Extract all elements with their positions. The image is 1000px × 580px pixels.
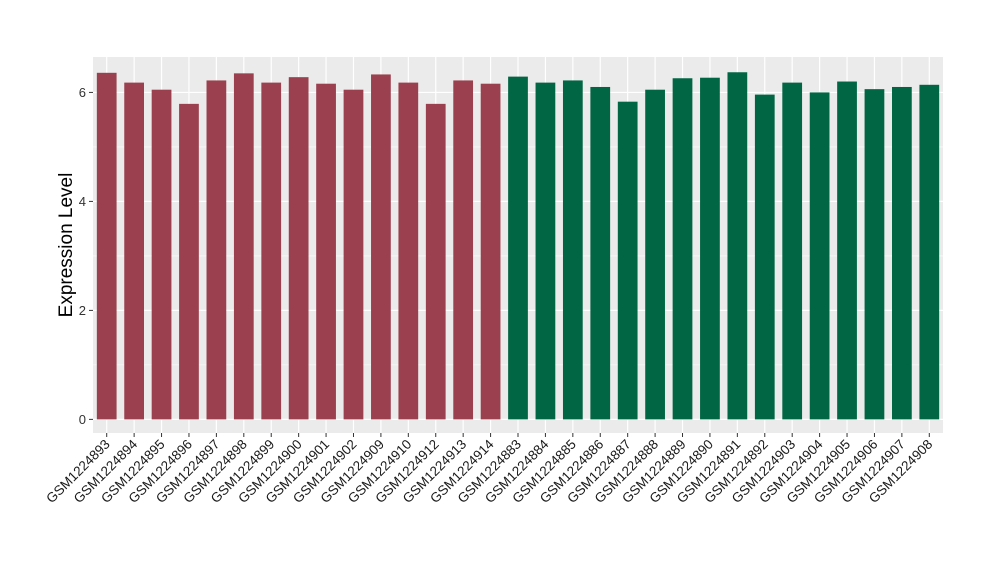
bar-GSM1224903 [782,82,803,420]
bar-GSM1224888 [645,89,665,420]
y-axis-title: Expression Level [56,173,77,318]
bars [96,72,940,420]
y-tick-label: 2 [79,303,86,318]
bar-GSM1224892 [754,94,775,420]
x-axis: GSM1224893GSM1224894GSM1224895GSM1224896… [43,433,935,506]
bar-GSM1224910 [398,82,419,420]
bar-GSM1224885 [562,80,583,420]
bar-GSM1224912 [425,103,446,420]
bar-GSM1224914 [480,83,501,420]
bar-GSM1224894 [124,82,144,420]
bar-GSM1224896 [179,103,199,420]
bar-GSM1224904 [809,92,830,420]
bar-GSM1224905 [837,81,857,420]
bar-GSM1224886 [590,86,611,420]
bar-GSM1224909 [371,74,391,420]
bar-GSM1224895 [151,89,172,420]
bar-GSM1224889 [672,78,693,420]
y-tick-label: 4 [79,194,86,209]
y-tick-label: 0 [79,412,86,427]
bar-GSM1224913 [453,80,474,420]
bar-GSM1224884 [535,82,556,420]
bar-GSM1224897 [206,80,227,420]
bar-GSM1224907 [892,86,912,420]
y-axis: 0 2 4 6 [79,85,93,427]
bar-GSM1224898 [233,73,254,420]
bar-GSM1224883 [508,76,528,420]
bar-GSM1224893 [96,72,117,420]
bar-GSM1224899 [261,82,282,420]
bar-GSM1224890 [700,77,720,420]
y-tick-label: 6 [79,85,86,100]
bar-GSM1224900 [288,77,309,420]
bar-GSM1224906 [864,89,885,420]
bar-GSM1224902 [343,89,364,420]
bar-GSM1224908 [919,84,940,420]
bar-GSM1224887 [617,101,638,420]
bar-GSM1224891 [727,72,748,420]
bar-GSM1224901 [316,83,336,420]
